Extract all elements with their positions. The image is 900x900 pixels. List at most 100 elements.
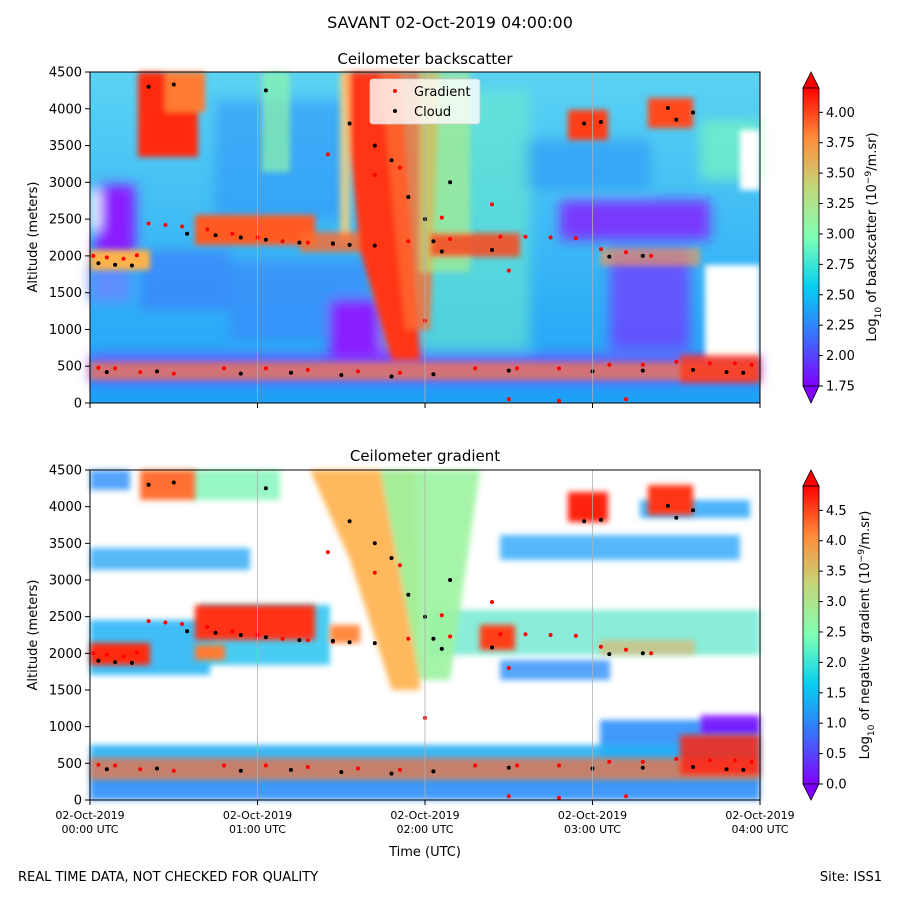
cloud-marker [598,517,603,522]
x-tick-label: 01:00 UTC [229,823,286,836]
gradient-grid [257,470,593,800]
gradient-marker [649,651,654,656]
gradient-marker [506,397,511,402]
x-tick-label: 03:00 UTC [564,823,621,836]
gradient-marker [515,366,520,371]
gradient-panel: Ceilometer gradient [26,447,877,860]
gradient-marker [640,759,645,764]
gradient-marker [557,366,561,371]
legend-swatch-gradient [393,89,397,93]
cloud-marker [389,771,394,776]
gradient-marker [448,634,453,639]
gradient-marker [707,361,712,366]
gradient-marker [406,239,411,244]
cloud-marker [238,768,243,773]
cloud-marker [389,556,394,560]
x-tick-label: 02-Oct-2019 [390,809,459,822]
cloud-marker [389,374,394,379]
gradient-marker [163,223,168,227]
cloud-marker [171,480,176,485]
gradient-marker [134,253,139,258]
gradient-marker [325,550,330,555]
cloud-marker [238,371,243,376]
cloud-marker [582,519,587,524]
backscatter-panel: Ceilometer backscatter [26,50,884,412]
cloud-marker [297,240,302,245]
cloud-marker [289,767,293,772]
legend-label-cloud: Cloud [414,105,451,120]
cloud-marker [289,370,293,375]
cloud-marker [439,646,444,651]
gradient-marker [624,397,628,402]
gradient-marker [356,369,360,374]
cloud-marker [506,368,511,373]
cloud-marker [439,249,444,254]
legend-swatch-cloud [393,109,397,113]
colorbar-tick-label: 4.0 [826,534,847,549]
gradient-marker [439,215,444,220]
colorbar-tick-label: 1.75 [826,380,855,395]
colorbar-tick-label: 3.75 [826,136,855,151]
gradient-marker [624,647,628,652]
y-tick-label: 1500 [49,286,82,301]
cloud-marker [406,592,411,597]
y-tick-label: 3000 [49,176,82,191]
backscatter-grid [257,72,593,403]
cloud-marker [372,143,377,148]
gradient-marker [557,763,561,768]
y-tick-label: 3500 [49,537,82,552]
cloud-marker [640,253,645,258]
y-tick-label: 2000 [49,647,82,662]
gradient-marker [607,759,612,764]
gradient-marker [649,253,654,258]
colorbar-tick-label: 4.00 [826,106,855,121]
colorbar-tick-label: 2.25 [826,319,855,334]
cloud-marker [372,641,377,646]
cloud-marker [330,241,335,246]
backscatter-title: Ceilometer backscatter [337,50,513,68]
gradient-marker [607,362,612,367]
gradient-marker [523,234,528,239]
cloud-marker [297,638,302,643]
gradient-marker [230,231,235,236]
colorbar-tick-label: 2.00 [826,349,855,364]
x-tick-label: 04:00 UTC [731,823,788,836]
gradient-marker [749,362,754,367]
y-tick-label: 3000 [49,574,82,589]
colorbar-tick-label: 2.5 [826,625,847,640]
cloud-marker [185,231,190,236]
cloud-marker [674,515,679,520]
cloud-marker [113,660,118,665]
backscatter-ylabel: Altitude (meters) [26,182,41,293]
cloud-marker [406,195,411,199]
cloud-marker [263,237,268,242]
cloud-marker [448,578,453,582]
legend-item-cloud: Cloud [393,105,451,120]
gradient-marker [707,758,712,763]
colorbar-tick-label: 3.0 [826,595,847,610]
gradient-marker [205,227,210,232]
gradient-marker [305,240,310,245]
gradient-marker [180,224,185,229]
gradient-marker [222,763,226,768]
colorbar-tick-label: 3.5 [826,565,847,580]
gradient-marker [138,767,143,772]
gradient-marker [180,622,185,626]
y-tick-label: 500 [57,757,82,772]
gradient-marker [674,359,679,364]
gradient-marker [263,366,268,371]
gradient-marker [205,624,210,629]
cloud-marker [372,541,377,546]
colorbar-tick-label: 2.75 [826,258,855,273]
legend: Gradient Cloud [369,78,481,125]
cloud-marker [431,636,436,641]
y-tick-label: 2500 [49,610,82,625]
gradient-marker [146,221,151,226]
cloud-marker [129,660,134,665]
gradient-marker [557,398,561,403]
quality-disclaimer: REAL TIME DATA, NOT CHECKED FOR QUALITY [18,870,319,885]
colorbar-tick-label: 3.25 [826,197,855,212]
cloud-marker [238,633,243,637]
cloud-marker [665,106,670,110]
cloud-marker [330,638,335,643]
